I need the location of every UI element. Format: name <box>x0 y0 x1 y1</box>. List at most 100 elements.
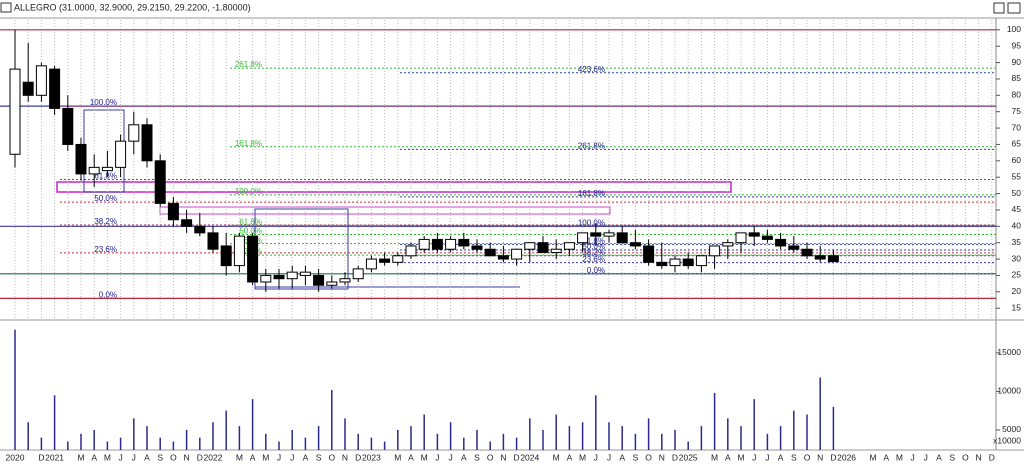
candle-body <box>141 124 153 162</box>
x-tick-label: O <box>328 452 335 462</box>
candle-body <box>392 255 404 263</box>
candle-body <box>550 248 562 254</box>
x-tick-label: M <box>262 452 269 462</box>
volume-bar <box>291 429 293 450</box>
candle-body <box>497 255 509 260</box>
x-tick-label: O <box>962 452 969 462</box>
x-tick-label: D <box>672 452 678 462</box>
fib-label: 161.8% <box>578 189 605 198</box>
candle-body <box>656 261 668 267</box>
volume-bar <box>700 426 703 450</box>
candle-body <box>722 242 734 247</box>
maximize-button[interactable] <box>993 2 1005 14</box>
candle-body <box>511 248 523 260</box>
x-tick-label: N <box>342 452 348 462</box>
volume-bar <box>212 422 214 450</box>
x-tick-label: M <box>421 452 428 462</box>
x-tick-label: S <box>633 452 639 462</box>
x-tick-label: A <box>883 452 889 462</box>
candle-body <box>233 235 245 267</box>
x-tick-label: 2024 <box>520 452 539 462</box>
y-tick-label: 90 <box>1012 57 1022 67</box>
x-tick-label: M <box>236 452 243 462</box>
x-tick-label: M <box>394 452 401 462</box>
y-tick-label: 25 <box>1012 270 1022 280</box>
volume-bar <box>383 441 386 450</box>
candle-body <box>22 81 34 96</box>
fib-label: 261.8% <box>235 60 262 69</box>
fib-label: 38.2% <box>582 248 605 257</box>
x-tick-label: N <box>184 452 190 462</box>
volume-bar <box>238 426 241 450</box>
fib-label: 50.0% <box>94 194 117 203</box>
volume-bar <box>106 441 109 450</box>
y-tick-label: 5000 <box>1002 424 1021 434</box>
candle-body <box>484 248 496 257</box>
volume-bar <box>40 437 43 450</box>
volume-bar <box>687 441 689 450</box>
volume-bar <box>621 426 623 450</box>
x-tick-label: 2023 <box>362 452 381 462</box>
volume-bar <box>357 433 359 450</box>
volume-bar <box>766 433 769 450</box>
volume-bar <box>727 418 729 450</box>
y-tick-label: 20 <box>1012 286 1022 296</box>
candle-body <box>445 238 457 250</box>
volume-bar <box>476 429 478 450</box>
x-tick-label: J <box>118 452 122 462</box>
close-button[interactable] <box>1007 2 1021 14</box>
y-tick-label: 95 <box>1012 40 1022 50</box>
fib-label: 23.6% <box>94 245 117 254</box>
x-tick-label: M <box>869 452 876 462</box>
fib-label: 0.0% <box>587 266 605 275</box>
x-tick-label: D <box>989 452 995 462</box>
fib-label: 261.8% <box>578 141 605 150</box>
volume-bar <box>119 437 122 450</box>
candle-body <box>431 238 443 250</box>
x-tick-label: A <box>778 452 784 462</box>
candle-body <box>577 232 589 244</box>
volume-bar <box>489 441 491 450</box>
candle-body <box>669 258 681 267</box>
candle-body <box>405 245 417 257</box>
candle-body <box>181 219 193 227</box>
volume-bar <box>304 437 307 450</box>
x-tick-label: J <box>752 452 756 462</box>
volume-bar <box>661 433 663 450</box>
volume-bar <box>542 429 544 450</box>
candle-body <box>352 268 364 280</box>
x-tick-label: J <box>277 452 281 462</box>
candle-body <box>735 232 747 244</box>
candle-body <box>603 232 615 237</box>
x-tick-label: N <box>500 452 506 462</box>
fib-label: 38.2% <box>94 217 117 226</box>
volume-bar <box>159 437 161 450</box>
chart-title: ALLEGRO (31.0000, 32.9000, 29.2150, 29.2… <box>14 2 251 12</box>
candle-body <box>616 232 628 244</box>
fib-label: 423.6% <box>578 65 605 74</box>
x-tick-label: D <box>38 452 44 462</box>
volume-bar <box>172 441 175 450</box>
fib-label: 61.8% <box>94 172 117 181</box>
volume-bar <box>819 377 821 450</box>
x-tick-label: O <box>645 452 652 462</box>
candle-body <box>299 271 311 276</box>
volume-bar <box>608 422 610 450</box>
fib-label: 100.0% <box>90 98 117 107</box>
candle-body <box>365 258 377 270</box>
volume-bar <box>595 395 597 450</box>
x-tick-label: 2021 <box>45 452 64 462</box>
x-tick-label: M <box>104 452 111 462</box>
fib-label: 161.8% <box>235 139 262 148</box>
volume-bar <box>53 395 56 450</box>
volume-bar <box>146 426 148 450</box>
volume-bar <box>647 418 650 450</box>
candle-body <box>537 242 549 254</box>
y-tick-label: 85 <box>1012 73 1022 83</box>
x-tick-label: 2022 <box>204 452 223 462</box>
candle-body <box>128 124 140 142</box>
x-tick-label: A <box>936 452 942 462</box>
candle-body <box>827 255 839 263</box>
volume-bar <box>436 433 439 450</box>
candle-body <box>154 160 166 204</box>
